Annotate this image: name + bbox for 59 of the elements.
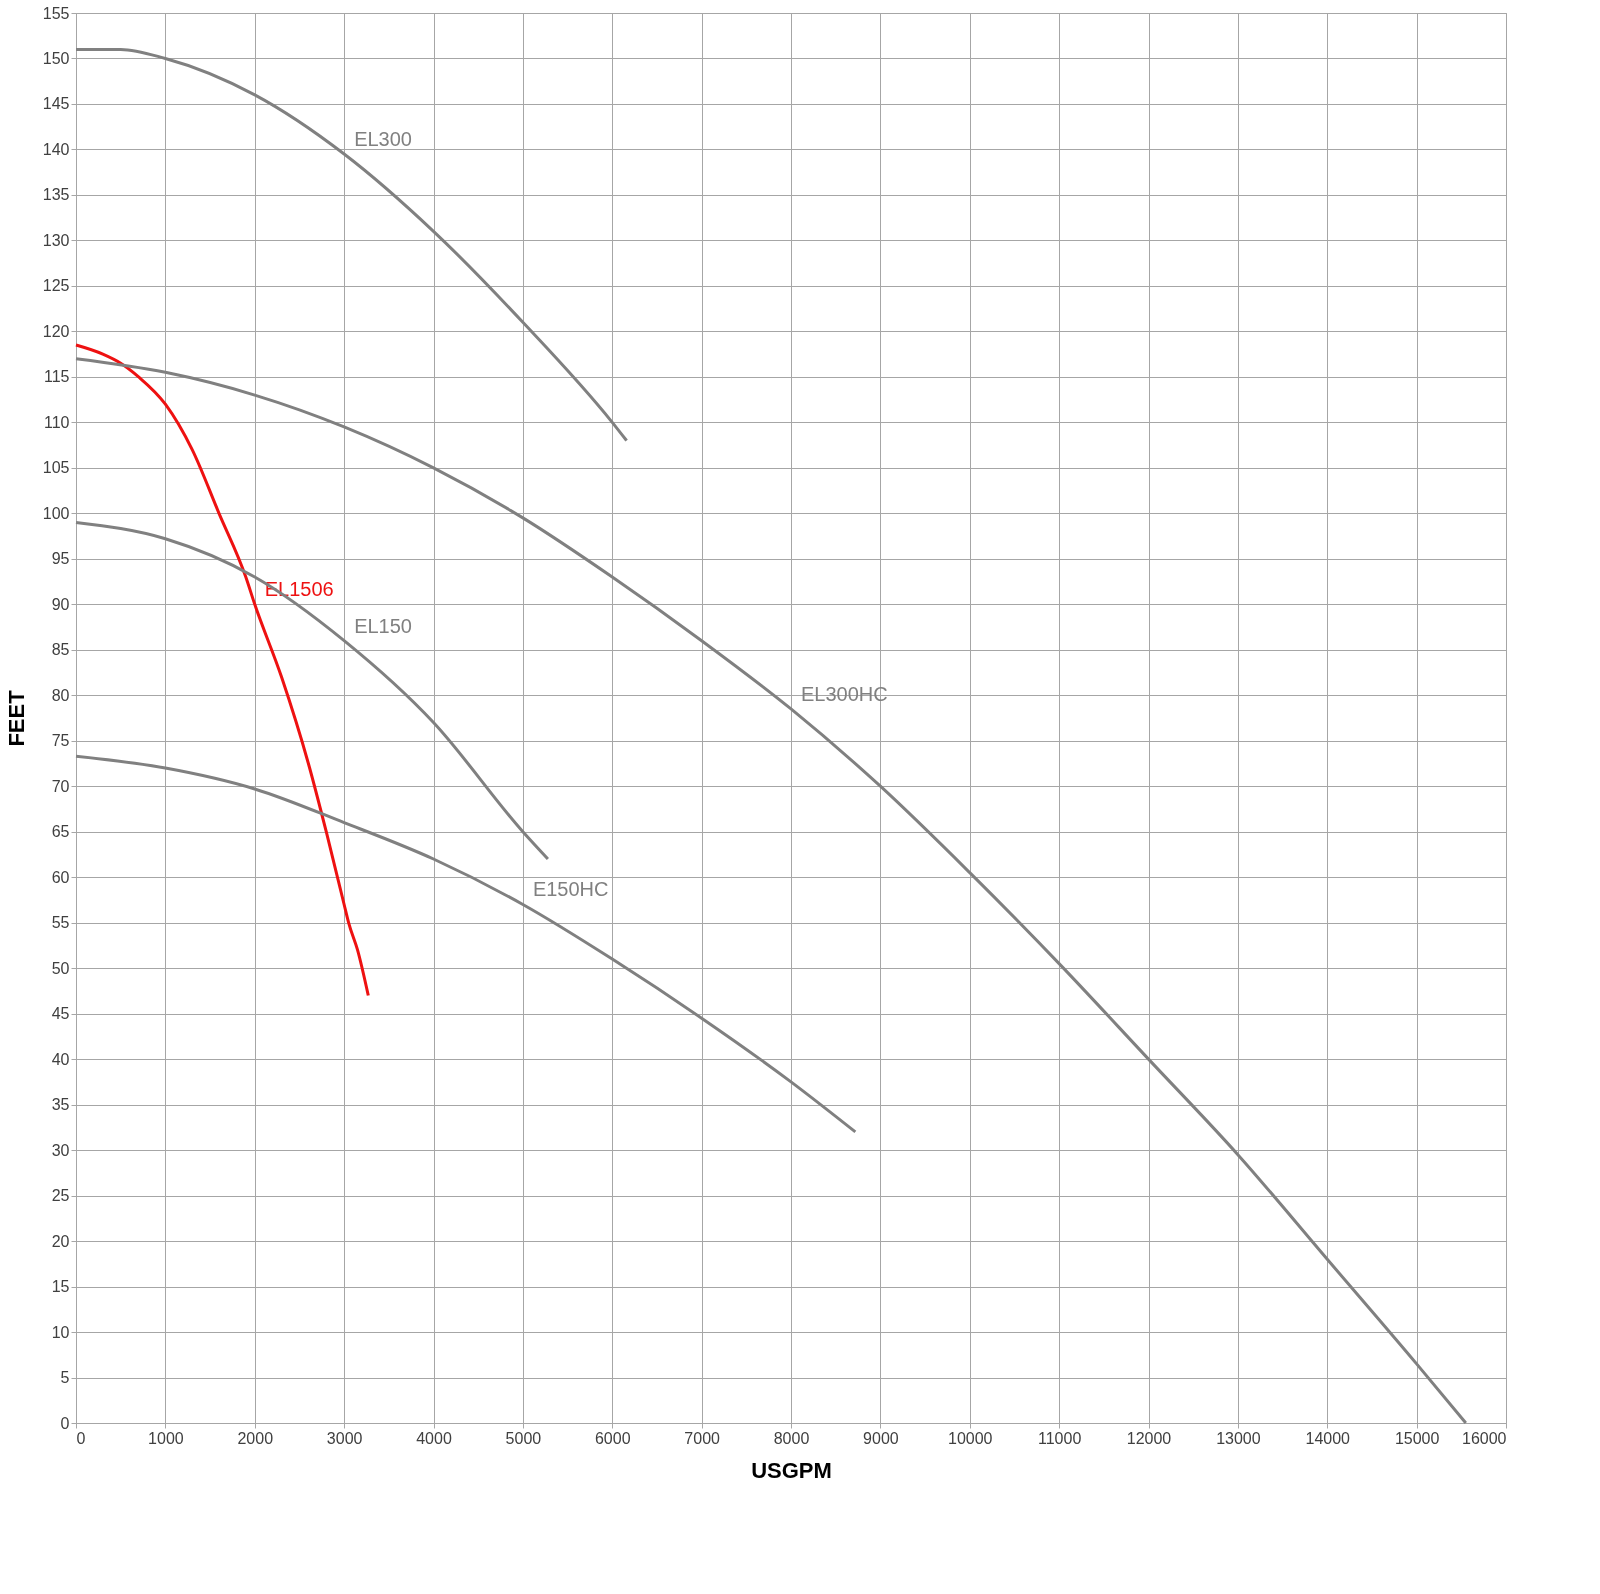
y-tick-label: 70 — [51, 777, 70, 795]
y-tick-label: 135 — [42, 186, 70, 204]
x-tick-label: 8000 — [773, 1429, 810, 1447]
line-series — [74, 754, 857, 1134]
x-tick-label: 14000 — [1305, 1429, 1351, 1447]
y-tick-label: 15 — [51, 1278, 70, 1296]
y-tick-label: 95 — [51, 550, 70, 568]
x-tick-label: 10000 — [948, 1429, 993, 1447]
x-tick-label: 6000 — [594, 1429, 631, 1447]
series-label: EL150 — [354, 614, 412, 637]
y-tick-label: 90 — [51, 595, 70, 613]
y-axis-title: FEET — [3, 689, 29, 747]
x-tick-label: 12000 — [1126, 1429, 1172, 1447]
y-tick-label: 35 — [51, 1096, 70, 1114]
y-tick-label: 115 — [43, 368, 70, 386]
y-tick-label: 10 — [51, 1323, 70, 1341]
series-label: EL300 — [354, 128, 412, 150]
y-tick-label: 50 — [51, 959, 70, 977]
y-tick-label: 105 — [42, 459, 70, 477]
y-tick-label: 25 — [51, 1187, 70, 1205]
x-tick-label: 5000 — [505, 1429, 542, 1447]
x-tick-label: 0 — [76, 1429, 86, 1447]
y-tick-label: 125 — [42, 277, 70, 295]
x-tick-label: 2000 — [237, 1429, 274, 1447]
x-tick-label: 9000 — [863, 1429, 899, 1447]
x-tick-label: 13000 — [1216, 1429, 1261, 1447]
y-tick-label: 40 — [51, 1050, 70, 1068]
x-tick-label: 11000 — [1037, 1429, 1082, 1447]
line-series — [74, 520, 550, 861]
y-tick-label: 60 — [51, 868, 70, 886]
x-tick-label: 16000 — [1462, 1429, 1507, 1447]
x-tick-label: 4000 — [416, 1429, 452, 1447]
y-tick-label: 55 — [51, 914, 70, 932]
y-tick-label: 20 — [51, 1232, 70, 1250]
series-label: EL1506 — [264, 578, 334, 601]
y-tick-label: 45 — [51, 1005, 70, 1023]
x-tick-label: 3000 — [326, 1429, 363, 1447]
y-tick-label: 30 — [51, 1141, 70, 1159]
y-tick-label: 65 — [51, 823, 70, 841]
y-tick-label: 100 — [42, 504, 70, 522]
y-tick-label: 120 — [42, 322, 70, 340]
y-tick-label: 155 — [42, 4, 70, 22]
y-tick-label: 85 — [51, 641, 70, 659]
x-tick-label: 7000 — [684, 1429, 721, 1447]
y-tick-label: 75 — [51, 732, 70, 750]
line-series — [74, 47, 629, 443]
x-axis-title: USGPM — [751, 1457, 832, 1483]
line-series — [74, 357, 1468, 1425]
y-tick-label: 130 — [42, 231, 70, 249]
y-tick-label: 150 — [42, 49, 70, 67]
y-tick-label: 0 — [60, 1414, 70, 1432]
y-tick-label: 110 — [43, 413, 70, 431]
y-tick-label: 80 — [51, 686, 70, 704]
x-tick-label: 1000 — [148, 1429, 184, 1447]
series-label: E150HC — [532, 878, 609, 901]
x-tick-label: 15000 — [1394, 1429, 1440, 1447]
y-tick-label: 5 — [60, 1369, 70, 1387]
y-tick-label: 140 — [42, 140, 70, 158]
y-tick-label: 145 — [42, 95, 70, 113]
